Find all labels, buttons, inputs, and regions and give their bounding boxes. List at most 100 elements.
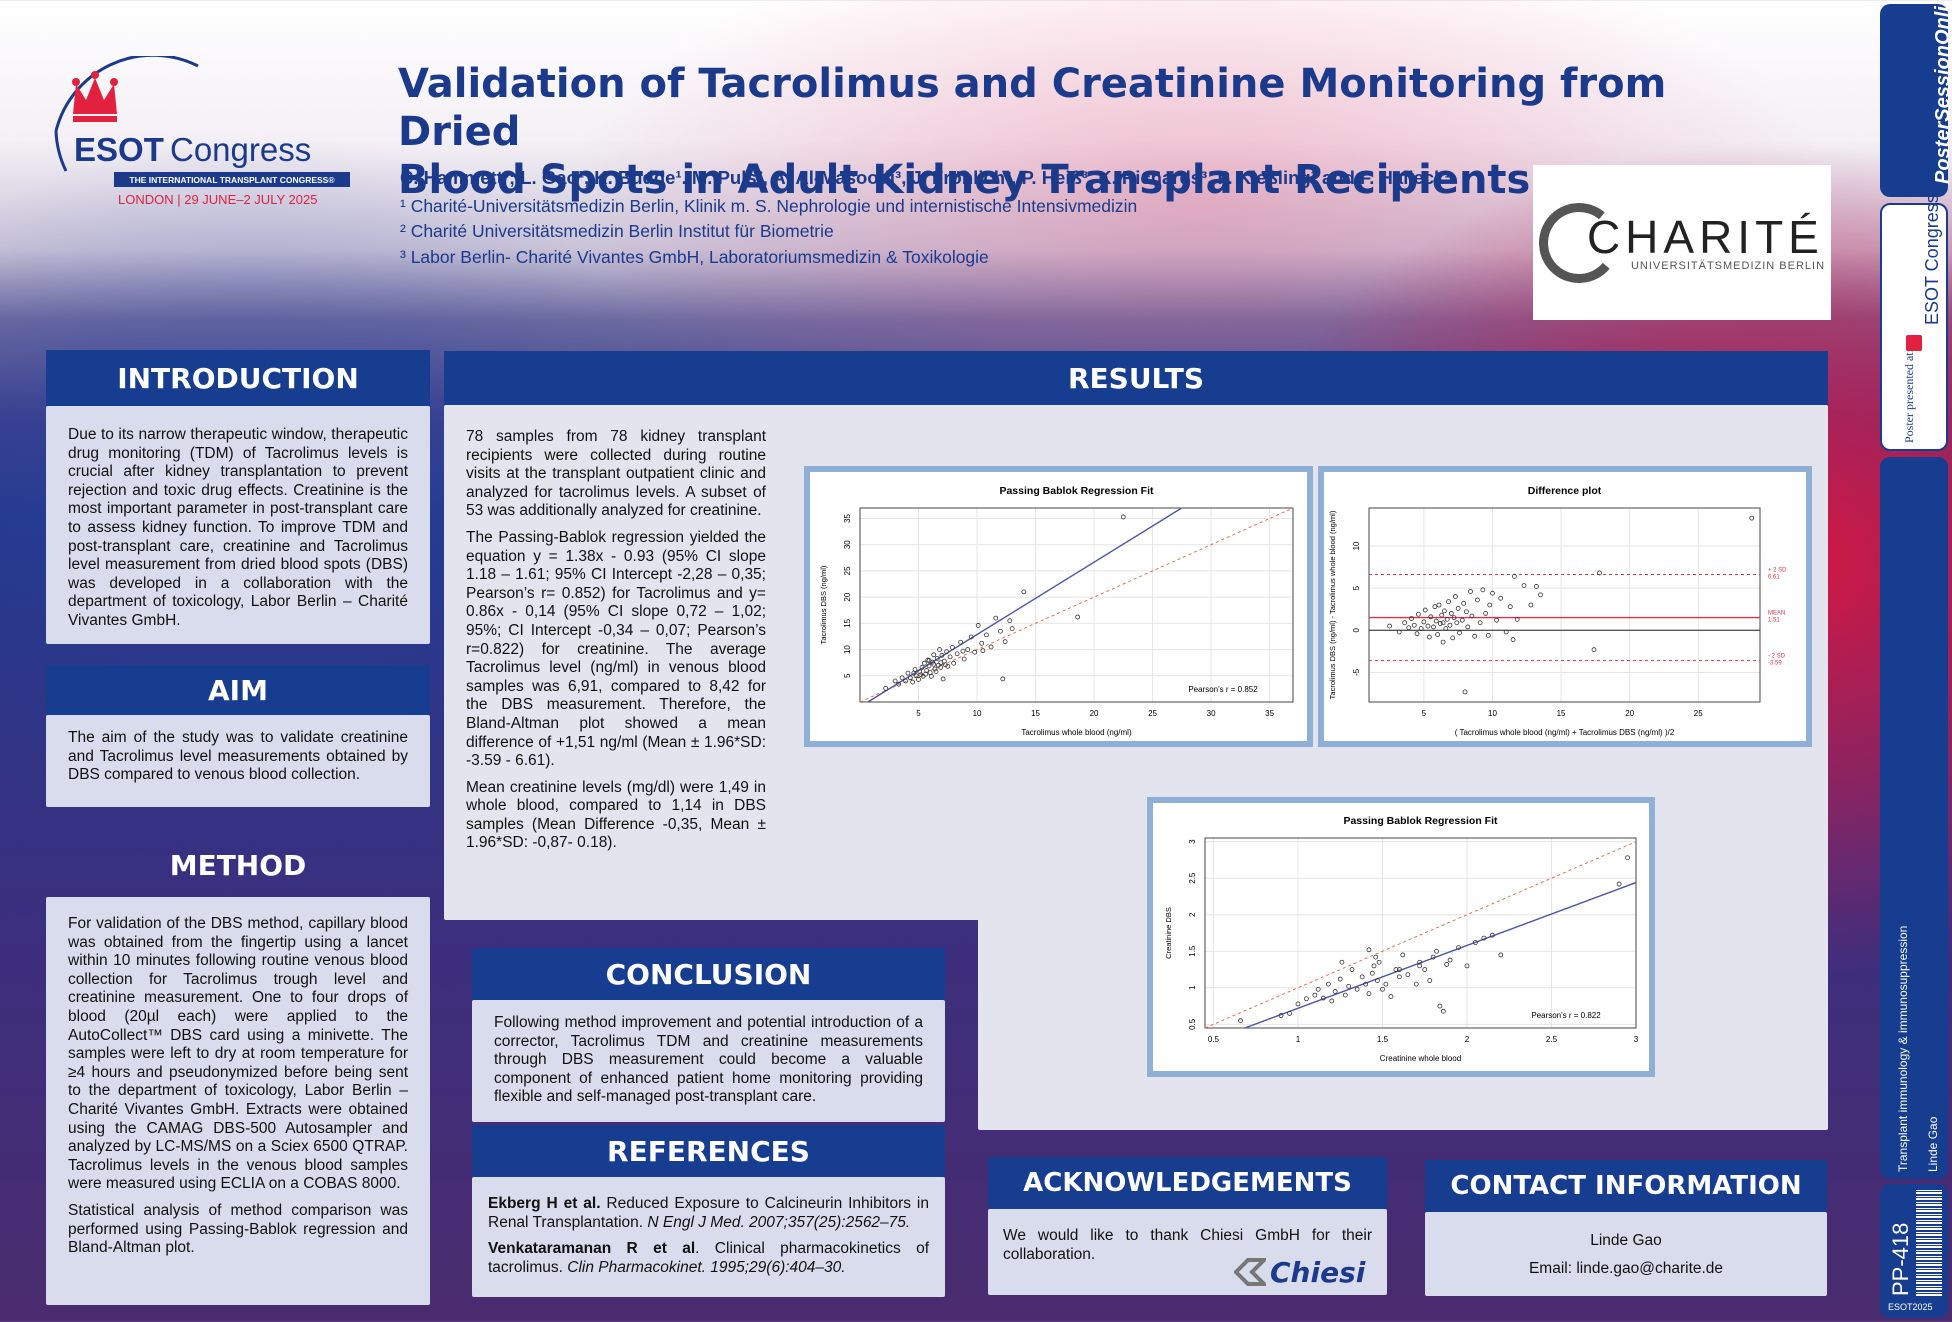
- data-point: [958, 639, 964, 645]
- data-point: [1455, 605, 1461, 611]
- data-point: [932, 666, 938, 672]
- data-point: [896, 681, 902, 687]
- results-text-2: The Passing-Bablok regression yielded th…: [466, 528, 766, 770]
- data-point: [910, 679, 916, 685]
- data-point: [1346, 983, 1352, 989]
- data-point: [939, 652, 945, 658]
- data-point: [1000, 676, 1006, 682]
- data-point: [1315, 986, 1321, 992]
- data-point: [1337, 976, 1343, 982]
- data-point: [907, 675, 913, 681]
- data-point: [1462, 689, 1468, 695]
- data-point: [998, 628, 1003, 634]
- data-point: [943, 662, 948, 668]
- data-point: [1402, 620, 1408, 626]
- y-tick-label: 1.5: [1188, 945, 1197, 957]
- data-point: [899, 675, 905, 681]
- data-point: [883, 685, 889, 691]
- data-point: [937, 647, 942, 652]
- data-point: [979, 640, 985, 646]
- data-point: [961, 656, 967, 662]
- conclusion-heading: CONCLUSION: [472, 948, 945, 1000]
- data-point: [1366, 947, 1372, 953]
- x-tick-label: 1.5: [1377, 1035, 1389, 1044]
- data-point: [1437, 621, 1443, 626]
- data-point: [972, 649, 978, 655]
- data-point: [1339, 959, 1345, 965]
- data-point: [1435, 632, 1440, 637]
- esot-congress-logo: ESOT Congress THE INTERNATIONAL TRANSPLA…: [54, 56, 350, 207]
- contact-email[interactable]: Email: linde.gao@charite.de: [1528, 1260, 1724, 1277]
- identity-line: [1204, 841, 1637, 1029]
- y-tick-label: 20: [843, 592, 852, 601]
- data-point: [1490, 590, 1495, 596]
- y-tick-label: 5: [1352, 585, 1361, 590]
- data-point: [947, 654, 953, 660]
- sd-line-value: 6.61: [1768, 575, 1780, 581]
- poster-title: Validation of Tacrolimus and Creatinine …: [398, 61, 1667, 203]
- data-point: [1120, 514, 1126, 520]
- regression-line: [867, 507, 1183, 703]
- data-point: [944, 649, 950, 655]
- data-point: [1494, 617, 1499, 623]
- conclusion-panel: Following method improvement and potenti…: [472, 1000, 945, 1122]
- data-point: [983, 632, 989, 638]
- data-point: [1376, 959, 1382, 965]
- aim-panel: The aim of the study was to validate cre…: [46, 715, 430, 807]
- x-tick-label: 10: [973, 709, 982, 718]
- x-tick-label: 1: [1296, 1035, 1301, 1044]
- data-point: [1616, 881, 1622, 887]
- y-tick-label: 15: [843, 618, 852, 627]
- x-tick-label: 2.5: [1546, 1035, 1558, 1044]
- contact-panel: Linde Gao Email: linde.gao@charite.de: [1425, 1212, 1827, 1296]
- data-point: [1510, 637, 1516, 642]
- x-tick-label: 25: [1148, 709, 1157, 718]
- data-point: [960, 648, 966, 654]
- data-point: [1415, 611, 1421, 617]
- data-point: [917, 669, 923, 674]
- y-tick-label: 10: [843, 645, 852, 654]
- y-axis-label: Tacrolimus DBS (ng/ml) - Tacrolimus whol…: [1328, 510, 1337, 699]
- data-point: [1440, 620, 1446, 626]
- data-point: [1464, 963, 1470, 969]
- data-point: [1373, 954, 1379, 960]
- y-tick-label: 35: [843, 513, 852, 522]
- data-point: [1422, 967, 1428, 972]
- data-point: [1363, 981, 1368, 987]
- postersessiononline-brand[interactable]: PosterSessionOnline: [1880, 0, 1952, 197]
- data-point: [1480, 587, 1486, 593]
- sd-line-name: - 2 SD: [1768, 654, 1786, 660]
- data-point: [1413, 981, 1419, 987]
- y-axis-label: Creatinine DBS: [1164, 907, 1173, 959]
- sd-line-name: MEAN: [1768, 611, 1785, 617]
- data-point: [933, 669, 939, 674]
- data-point: [926, 658, 932, 663]
- data-point: [1464, 609, 1469, 615]
- introduction-heading: INTRODUCTION: [46, 350, 430, 406]
- data-point: [1597, 570, 1602, 576]
- data-point: [903, 678, 909, 684]
- congress-name: Congress: [170, 131, 311, 168]
- data-point: [919, 664, 925, 670]
- x-tick-label: 25: [1694, 709, 1703, 718]
- data-point: [1400, 952, 1406, 958]
- data-point: [1354, 986, 1360, 992]
- results-heading: RESULTS: [444, 351, 1828, 405]
- data-point: [1002, 639, 1008, 645]
- data-point: [1430, 954, 1436, 960]
- introduction-panel: Due to its narrow therapeutic window, th…: [46, 406, 430, 644]
- data-point: [1749, 515, 1755, 521]
- data-point: [1498, 952, 1504, 958]
- method-heading: METHOD: [169, 848, 307, 882]
- data-point: [1371, 963, 1377, 969]
- data-point: [1447, 622, 1453, 628]
- data-point: [1396, 967, 1402, 972]
- data-point: [1472, 633, 1478, 639]
- plot-frame: [859, 507, 1294, 703]
- poster-code-strip: PP-418 ESOT2025: [1880, 1184, 1948, 1318]
- data-point: [1521, 583, 1527, 588]
- data-point: [1238, 1018, 1243, 1024]
- method-text-2: Statistical analysis of method compariso…: [68, 1201, 408, 1257]
- chart-title: Passing Bablok Regression Fit: [999, 485, 1154, 497]
- results-text-3: Mean creatinine levels (mg/dl) were 1,49…: [466, 778, 766, 852]
